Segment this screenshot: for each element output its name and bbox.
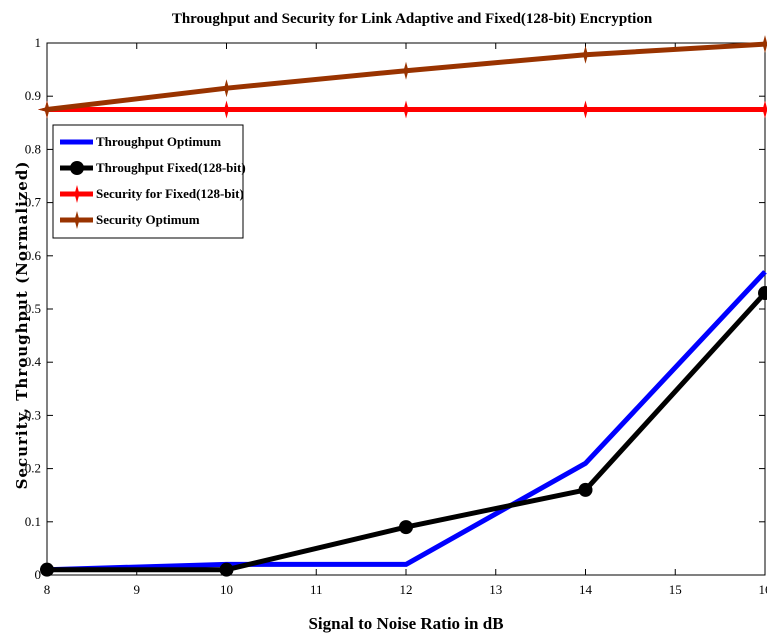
series-4 <box>38 35 767 119</box>
y-tick-label: 1 <box>35 35 42 50</box>
data-point <box>397 100 415 119</box>
series-2 <box>40 286 767 577</box>
legend: Throughput Optimum Throughput Fixed(128-b… <box>52 124 246 239</box>
data-point <box>219 562 234 577</box>
legend-marker <box>68 211 86 229</box>
x-tick-label: 12 <box>400 582 413 597</box>
y-tick-label: 0.5 <box>25 301 41 316</box>
chart-title: Throughput and Security for Link Adaptiv… <box>172 11 653 27</box>
y-tick-label: 0.7 <box>25 195 42 210</box>
data-point <box>756 35 767 54</box>
data-point <box>217 100 236 119</box>
x-tick-label: 8 <box>44 582 51 597</box>
data-point <box>217 79 236 98</box>
data-series <box>38 35 767 577</box>
x-tick-label: 15 <box>669 582 682 597</box>
series-line <box>46 270 767 573</box>
series-1 <box>46 270 767 573</box>
x-tick-label: 14 <box>579 582 593 597</box>
data-point <box>576 100 595 119</box>
data-point <box>40 562 54 577</box>
y-tick-label: 0.1 <box>25 514 41 529</box>
legend-marker <box>70 161 84 175</box>
legend-label: Throughput Optimum <box>96 134 221 149</box>
data-point <box>399 520 413 535</box>
data-point <box>758 286 767 301</box>
legend-item: Security for Fixed(128-bit) <box>60 185 244 203</box>
legend-label: Security for Fixed(128-bit) <box>96 186 244 201</box>
legend-item: Throughput Optimum <box>60 134 221 149</box>
y-axis-label: Security, Throughput (Normalized) <box>13 161 31 490</box>
data-point <box>756 100 767 119</box>
x-axis-ticks: 8 9 10 11 12 13 14 15 16 <box>44 43 767 597</box>
y-tick-label: 0.9 <box>25 88 41 103</box>
data-point <box>397 61 415 80</box>
legend-item: Throughput Fixed(128-bit) <box>60 160 246 175</box>
x-tick-label: 16 <box>759 582 767 597</box>
x-tick-label: 13 <box>489 582 502 597</box>
legend-marker <box>68 185 86 203</box>
x-tick-label: 11 <box>310 582 323 597</box>
y-tick-label: 0.8 <box>25 141 41 156</box>
y-tick-label: 0.3 <box>25 407 41 422</box>
x-axis-label: Signal to Noise Ratio in dB <box>308 614 503 633</box>
legend-label: Throughput Fixed(128-bit) <box>96 160 246 175</box>
data-point <box>578 482 593 497</box>
y-tick-label: 0.6 <box>25 248 42 263</box>
legend-label: Security Optimum <box>96 212 200 227</box>
legend-item: Security Optimum <box>60 211 200 229</box>
plot-frame <box>46 42 766 576</box>
data-point <box>576 45 595 64</box>
x-tick-label: 9 <box>134 582 141 597</box>
plot-area <box>46 42 766 576</box>
data-point <box>38 100 56 119</box>
y-tick-label: 0.2 <box>25 461 41 476</box>
y-tick-label: 0.4 <box>25 354 42 369</box>
y-tick-label: 0 <box>35 567 42 582</box>
y-axis-ticks: 0 0.1 0.2 0.3 0.4 0.5 0.6 0.7 0.8 0.9 1 <box>25 35 765 582</box>
x-tick-label: 10 <box>220 582 233 597</box>
